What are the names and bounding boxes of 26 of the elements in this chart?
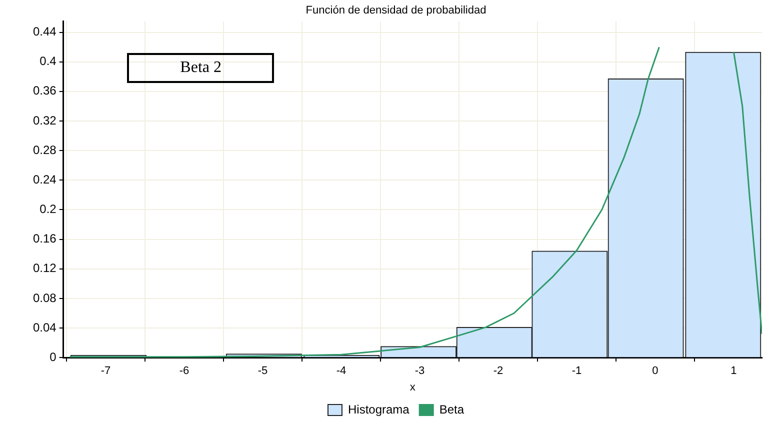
x-axis-title: x	[410, 381, 416, 394]
x-tick-label: -7	[100, 365, 111, 378]
x-tick-label: 1	[730, 365, 737, 378]
y-tick-label: 0.12	[32, 261, 57, 276]
x-tick-label: -2	[493, 365, 504, 378]
y-tick-label: 0.04	[32, 320, 57, 334]
y-tick-label: 0.28	[32, 142, 57, 157]
chart-title: Función de densidad de probabilidad	[306, 4, 486, 17]
y-tick-label: 0.32	[32, 113, 57, 128]
y-tick-label: 0.4	[40, 54, 57, 68]
y-tick-label: 0	[50, 350, 57, 364]
legend-label: Beta	[439, 402, 464, 416]
y-tick-label: 0.44	[32, 24, 57, 39]
legend-label: Histograma	[348, 402, 410, 416]
x-tick-label: 0	[652, 365, 658, 378]
x-tick-label: -1	[572, 365, 582, 378]
y-tick-label: 0.08	[32, 290, 57, 305]
y-tick-label: 0.36	[32, 84, 57, 98]
y-tick-label: 0.16	[32, 232, 57, 246]
x-tick-label: -6	[179, 365, 190, 378]
note-frame: Beta 2	[127, 53, 274, 84]
y-tick-label: 0.2	[40, 202, 57, 216]
x-tick-label: -3	[414, 365, 425, 378]
y-tick-label: 0.24	[32, 172, 57, 186]
x-tick-label: -5	[258, 365, 268, 378]
x-tick-label: -4	[336, 365, 346, 378]
